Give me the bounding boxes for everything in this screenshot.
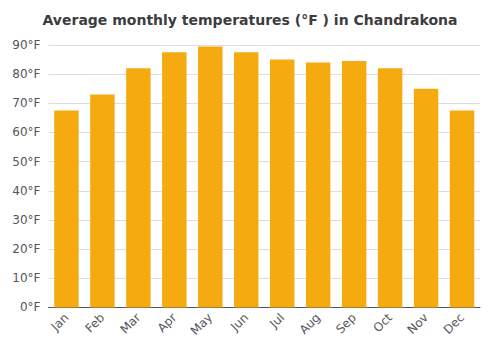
svg-text:Jan: Jan: [48, 311, 72, 335]
svg-text:50°F: 50°F: [12, 155, 40, 169]
svg-text:60°F: 60°F: [12, 125, 40, 139]
svg-text:0°F: 0°F: [20, 300, 41, 314]
svg-text:May: May: [188, 311, 215, 338]
svg-text:Oct: Oct: [370, 310, 395, 335]
svg-text:Nov: Nov: [405, 311, 431, 337]
svg-text:Average monthly temperatures (: Average monthly temperatures (°F ) in Ch…: [43, 12, 458, 28]
svg-text:Dec: Dec: [441, 311, 467, 337]
svg-text:40°F: 40°F: [12, 184, 40, 198]
svg-text:90°F: 90°F: [12, 38, 40, 52]
svg-text:30°F: 30°F: [12, 213, 40, 227]
svg-text:Sep: Sep: [333, 311, 359, 337]
svg-text:Apr: Apr: [155, 310, 180, 335]
svg-text:70°F: 70°F: [12, 96, 40, 110]
svg-text:80°F: 80°F: [12, 67, 40, 81]
svg-text:20°F: 20°F: [12, 242, 40, 256]
svg-text:Feb: Feb: [82, 311, 107, 336]
svg-text:Jul: Jul: [266, 311, 287, 332]
svg-text:Aug: Aug: [297, 311, 323, 337]
svg-text:10°F: 10°F: [12, 271, 40, 285]
svg-text:Jun: Jun: [227, 311, 251, 335]
svg-text:Mar: Mar: [117, 310, 143, 336]
